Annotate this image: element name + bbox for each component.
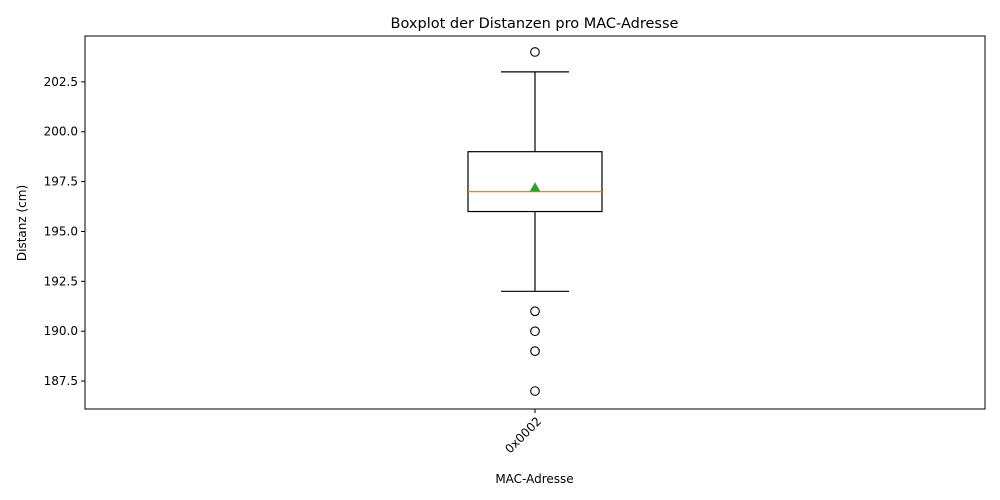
outlier-point <box>530 47 540 57</box>
box-group <box>467 47 603 396</box>
outlier-point <box>530 386 540 396</box>
chart-title: Boxplot der Distanzen pro MAC-Adresse <box>391 16 679 32</box>
y-tick-label: 200.0 <box>44 125 78 139</box>
y-tick-label: 187.5 <box>44 374 78 388</box>
y-tick-label: 195.0 <box>44 224 78 238</box>
mean-marker <box>529 182 541 192</box>
x-axis-title: MAC-Adresse <box>495 472 573 486</box>
y-tick-label: 190.0 <box>44 324 78 338</box>
y-axis-title: Distanz (cm) <box>15 185 29 261</box>
y-tick-label: 192.5 <box>44 274 78 288</box>
iqr-box <box>467 151 603 213</box>
x-axis: 0x0002 <box>502 409 544 456</box>
outlier-point <box>530 326 540 337</box>
y-axis: 187.5 190.0 192.5 195.0 197.5 200.0 202.5 <box>44 75 85 388</box>
x-tick-label: 0x0002 <box>502 414 544 456</box>
plot-area <box>84 35 986 410</box>
outlier-point <box>530 346 540 357</box>
y-tick-label: 202.5 <box>44 75 78 89</box>
outlier-point <box>530 306 540 317</box>
y-tick-label: 197.5 <box>44 175 78 189</box>
